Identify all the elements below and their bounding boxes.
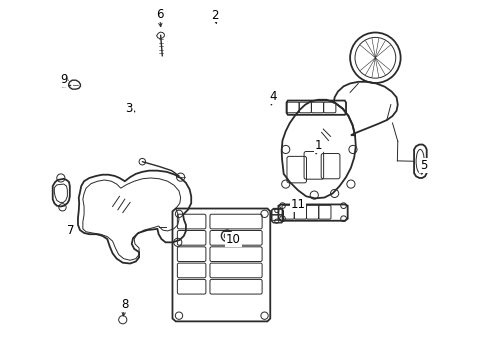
Text: 10: 10 [226, 233, 241, 246]
Text: 9: 9 [60, 73, 68, 86]
Text: 5: 5 [420, 159, 427, 172]
Text: 7: 7 [67, 224, 74, 238]
Text: 8: 8 [121, 298, 128, 311]
Text: 1: 1 [315, 139, 322, 152]
Text: 2: 2 [211, 9, 218, 22]
Text: 4: 4 [269, 90, 276, 103]
Text: 11: 11 [291, 198, 305, 211]
Text: 6: 6 [156, 8, 163, 21]
Text: 3: 3 [125, 102, 133, 115]
